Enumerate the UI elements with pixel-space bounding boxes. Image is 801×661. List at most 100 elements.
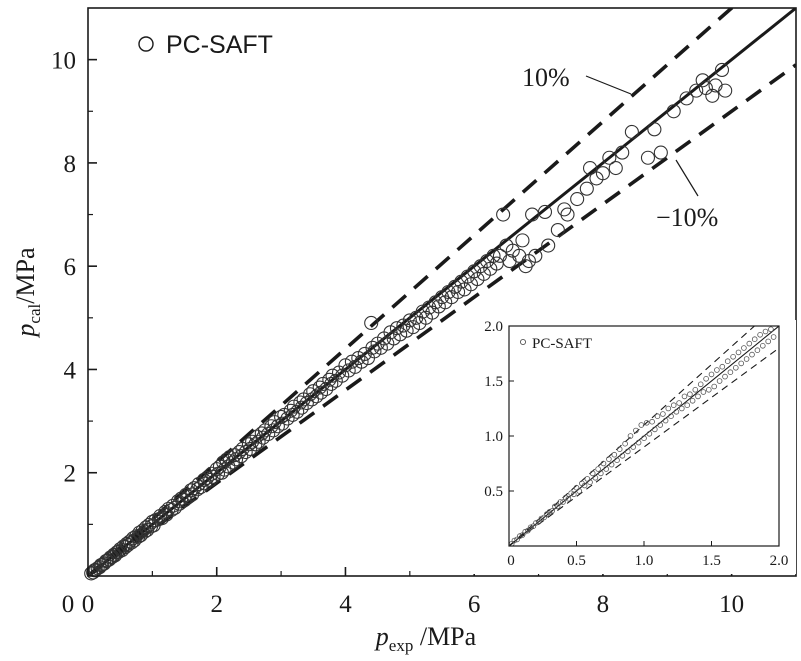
inset-data-point bbox=[633, 427, 639, 434]
inset-data-point bbox=[606, 456, 612, 462]
data-point bbox=[341, 363, 356, 378]
data-point bbox=[251, 434, 266, 449]
inset-data-point bbox=[511, 537, 518, 544]
data-point bbox=[219, 452, 234, 467]
inset-data-point bbox=[673, 408, 680, 415]
data-point bbox=[695, 73, 710, 88]
data-point bbox=[364, 315, 379, 331]
inset-data-point bbox=[525, 527, 531, 534]
inset-data-point bbox=[770, 334, 777, 340]
inset-y-tick-label: 1.5 bbox=[484, 374, 503, 390]
inset-y-tick-label: 1.0 bbox=[484, 429, 503, 445]
data-point bbox=[653, 145, 668, 160]
inset-data-point bbox=[746, 340, 753, 347]
inset-data-point bbox=[651, 426, 658, 433]
inset-data-point bbox=[743, 356, 750, 362]
inset-data-point bbox=[576, 488, 582, 494]
data-point bbox=[217, 462, 232, 477]
inset-legend-marker bbox=[519, 338, 527, 346]
inset-data-point bbox=[554, 503, 561, 510]
inset-data-point bbox=[654, 413, 661, 420]
inset-data-point bbox=[727, 369, 734, 376]
inset-data-point bbox=[538, 515, 545, 522]
data-point bbox=[718, 83, 733, 98]
inset-legend-label: PC-SAFT bbox=[532, 336, 592, 352]
inset-data-point bbox=[619, 452, 626, 459]
inset-data-point bbox=[573, 484, 580, 491]
inset-y-tick-label: 0.5 bbox=[484, 484, 503, 500]
data-point bbox=[367, 344, 382, 359]
data-point bbox=[95, 557, 110, 572]
y-tick-label: 4 bbox=[64, 357, 77, 384]
inset-data-point bbox=[705, 386, 712, 393]
data-point bbox=[579, 181, 594, 196]
data-point bbox=[256, 430, 271, 445]
data-point bbox=[324, 376, 339, 391]
data-point bbox=[299, 395, 314, 411]
inset-data-point bbox=[533, 520, 539, 526]
main-plot: 0 2 4 6 8 10 2 4 6 8 10 pexp /MPa pcal/MPa 0 PC-SAFT 10… bbox=[11, 7, 797, 655]
inset-data-point bbox=[738, 360, 744, 367]
annotation-leader-plus bbox=[585, 75, 632, 95]
x-tick-label: 4 bbox=[339, 591, 352, 618]
inset-data-point bbox=[697, 381, 704, 388]
inset-data-point bbox=[627, 433, 634, 439]
inset-data-point bbox=[535, 518, 542, 525]
inset-data-point bbox=[614, 457, 620, 464]
inset-data-point bbox=[700, 389, 707, 395]
data-point bbox=[689, 83, 704, 98]
data-point bbox=[570, 192, 585, 207]
data-point bbox=[582, 161, 598, 176]
inset-data-point bbox=[595, 466, 601, 472]
data-point bbox=[640, 150, 656, 165]
data-point bbox=[541, 238, 556, 253]
data-point bbox=[185, 487, 200, 502]
y-tick-label: 2 bbox=[64, 461, 77, 488]
data-point bbox=[290, 404, 305, 419]
data-point bbox=[624, 124, 639, 139]
data-point bbox=[550, 222, 565, 238]
data-point bbox=[153, 509, 168, 524]
inset-data-point bbox=[735, 349, 742, 356]
data-point bbox=[319, 382, 334, 397]
inset-data-point bbox=[687, 391, 693, 398]
data-point bbox=[354, 354, 369, 369]
inset-data-point bbox=[646, 430, 653, 437]
data-point bbox=[275, 416, 290, 431]
inset-data-point bbox=[716, 378, 723, 384]
data-point bbox=[486, 248, 501, 263]
data-point bbox=[365, 340, 380, 355]
inset-data-point bbox=[622, 440, 628, 447]
inset-data-point bbox=[719, 363, 726, 370]
inset-plot: 0.5 1.0 1.5 2.0 0 0.5 1.0 1.5 2.0 PC-SAFT bbox=[472, 319, 796, 574]
annotation-leader-minus bbox=[675, 159, 699, 197]
inset-data-point bbox=[768, 326, 774, 333]
data-point bbox=[402, 313, 417, 328]
inset-data-point bbox=[689, 397, 696, 404]
inset-data-point bbox=[516, 533, 523, 539]
x-tick-label: 10 bbox=[719, 591, 744, 618]
inset-x-tick-label: 1.5 bbox=[702, 553, 721, 569]
inset-data-point bbox=[635, 439, 642, 446]
inset-data-point bbox=[643, 419, 650, 426]
data-point bbox=[608, 161, 623, 176]
data-point bbox=[399, 323, 414, 338]
inset-data-point bbox=[630, 444, 636, 450]
data-point bbox=[177, 493, 192, 508]
inset-data-point bbox=[568, 490, 574, 497]
inset-data-point bbox=[597, 470, 604, 477]
inset-data-point bbox=[587, 479, 593, 486]
data-point bbox=[666, 104, 681, 119]
data-point bbox=[221, 459, 236, 474]
inset-data-point bbox=[741, 345, 747, 351]
inset-data-point bbox=[730, 353, 736, 360]
inset-data-point bbox=[562, 494, 569, 501]
data-point bbox=[393, 327, 408, 342]
data-point bbox=[285, 407, 300, 422]
inset-x-tick-label: 2.0 bbox=[770, 553, 789, 569]
data-point bbox=[204, 466, 219, 481]
data-point bbox=[537, 204, 553, 220]
inset-data-point bbox=[749, 351, 755, 358]
annotation-plus-10pct: 10% bbox=[522, 63, 570, 92]
data-point bbox=[243, 441, 258, 457]
